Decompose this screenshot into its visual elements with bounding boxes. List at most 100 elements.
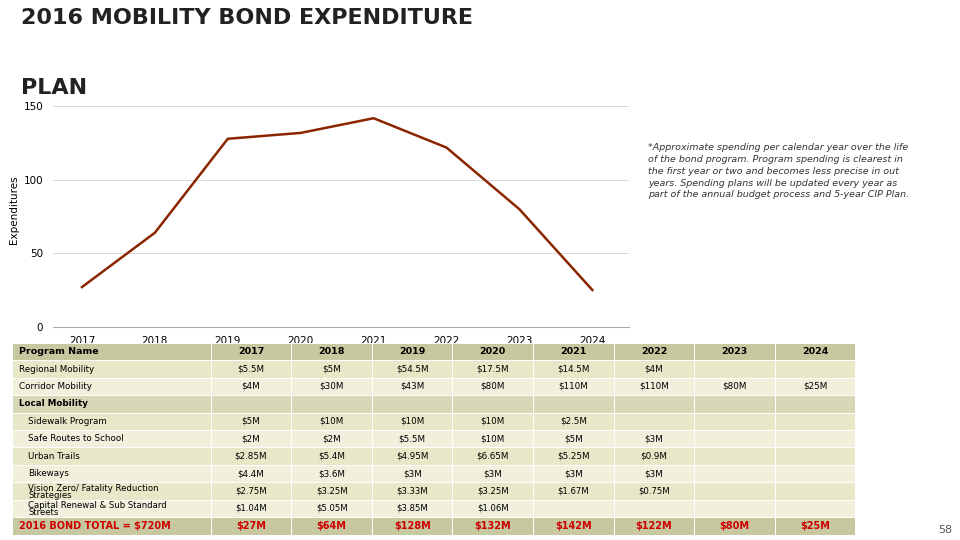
Bar: [291, 517, 372, 535]
Text: $27M: $27M: [236, 521, 266, 531]
Bar: [372, 360, 452, 378]
Bar: [12, 360, 210, 378]
Bar: [210, 465, 291, 482]
Text: $10M: $10M: [481, 434, 505, 443]
Bar: [210, 413, 291, 430]
Text: $54.5M: $54.5M: [396, 364, 428, 374]
Bar: [613, 430, 694, 448]
Bar: [775, 343, 855, 360]
Bar: [694, 378, 775, 395]
Bar: [533, 413, 613, 430]
Bar: [452, 395, 533, 413]
Bar: [775, 413, 855, 430]
Text: $10M: $10M: [400, 417, 424, 426]
Bar: [533, 500, 613, 517]
Bar: [291, 378, 372, 395]
Bar: [694, 360, 775, 378]
Bar: [372, 465, 452, 482]
Text: $0.9M: $0.9M: [640, 451, 667, 461]
Bar: [452, 413, 533, 430]
Text: 2019: 2019: [399, 347, 425, 356]
Text: $4M: $4M: [645, 364, 663, 374]
Bar: [210, 430, 291, 448]
Text: $0.75M: $0.75M: [638, 487, 670, 496]
Text: Sidewalk Program: Sidewalk Program: [28, 417, 107, 426]
Text: $3M: $3M: [484, 469, 502, 478]
Bar: [12, 413, 210, 430]
Text: $5.4M: $5.4M: [318, 451, 345, 461]
Bar: [533, 482, 613, 500]
Text: $122M: $122M: [636, 521, 672, 531]
Text: $110M: $110M: [559, 382, 588, 391]
Text: $80M: $80M: [481, 382, 505, 391]
Text: Corridor Mobility: Corridor Mobility: [19, 382, 92, 391]
Text: Regional Mobility: Regional Mobility: [19, 364, 94, 374]
Bar: [452, 448, 533, 465]
Text: Urban Trails: Urban Trails: [28, 451, 80, 461]
Text: 2022: 2022: [640, 347, 667, 356]
Bar: [694, 430, 775, 448]
Text: $3M: $3M: [644, 434, 663, 443]
Bar: [452, 465, 533, 482]
Bar: [12, 482, 210, 500]
Text: 2023: 2023: [722, 347, 748, 356]
Text: $2M: $2M: [242, 434, 260, 443]
Text: PLAN: PLAN: [21, 78, 87, 98]
Bar: [452, 360, 533, 378]
Bar: [12, 378, 210, 395]
Bar: [775, 378, 855, 395]
Bar: [372, 448, 452, 465]
Bar: [452, 430, 533, 448]
Bar: [291, 482, 372, 500]
Y-axis label: Expenditures: Expenditures: [10, 175, 19, 244]
Text: Capital Renewal & Sub Standard: Capital Renewal & Sub Standard: [28, 501, 167, 510]
Bar: [452, 482, 533, 500]
Text: $128M: $128M: [394, 521, 431, 531]
Text: 58: 58: [938, 524, 952, 535]
Text: $3.6M: $3.6M: [318, 469, 345, 478]
Bar: [694, 517, 775, 535]
Text: $1.04M: $1.04M: [235, 504, 267, 513]
Bar: [291, 413, 372, 430]
Bar: [613, 378, 694, 395]
Bar: [613, 343, 694, 360]
Bar: [775, 448, 855, 465]
Text: $5.05M: $5.05M: [316, 504, 348, 513]
Text: $5.25M: $5.25M: [557, 451, 589, 461]
Bar: [372, 343, 452, 360]
Bar: [533, 378, 613, 395]
Text: $10M: $10M: [481, 417, 505, 426]
Text: 2024: 2024: [802, 347, 828, 356]
Text: $3.25M: $3.25M: [477, 487, 509, 496]
Bar: [613, 395, 694, 413]
Bar: [210, 517, 291, 535]
Text: $2.5M: $2.5M: [560, 417, 587, 426]
Bar: [210, 343, 291, 360]
Text: $25M: $25M: [804, 382, 828, 391]
Bar: [694, 343, 775, 360]
Bar: [533, 448, 613, 465]
Bar: [775, 360, 855, 378]
Text: $4M: $4M: [242, 382, 260, 391]
Text: 2016 BOND TOTAL = $720M: 2016 BOND TOTAL = $720M: [19, 521, 171, 531]
Bar: [613, 360, 694, 378]
Text: Program Name: Program Name: [19, 347, 99, 356]
Bar: [12, 395, 210, 413]
Bar: [12, 517, 210, 535]
Text: $30M: $30M: [320, 382, 344, 391]
Text: *Approximate spending per calendar year over the life
of the bond program. Progr: *Approximate spending per calendar year …: [648, 143, 909, 199]
Text: $3M: $3M: [403, 469, 421, 478]
Text: $2M: $2M: [323, 434, 341, 443]
Text: $142M: $142M: [555, 521, 591, 531]
Bar: [372, 378, 452, 395]
Text: $3.33M: $3.33M: [396, 487, 428, 496]
Text: $25M: $25M: [801, 521, 830, 531]
Text: $1.67M: $1.67M: [558, 487, 589, 496]
Text: $6.65M: $6.65M: [476, 451, 509, 461]
Bar: [775, 517, 855, 535]
Text: $10M: $10M: [320, 417, 344, 426]
Text: Local Mobility: Local Mobility: [19, 400, 88, 408]
Bar: [210, 482, 291, 500]
Bar: [210, 500, 291, 517]
Bar: [694, 500, 775, 517]
